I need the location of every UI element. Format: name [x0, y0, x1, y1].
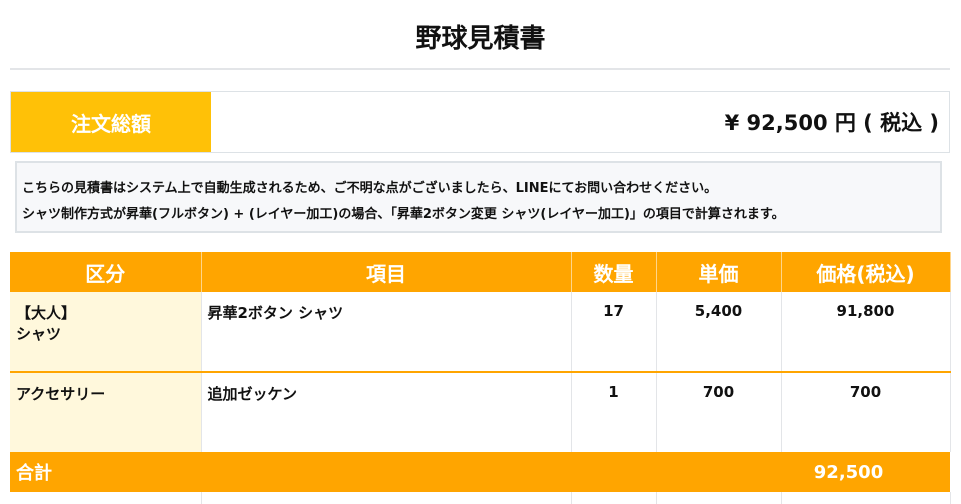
order-total-value: ¥ 92,500 円 ( 税込 ): [724, 111, 939, 135]
table-header: 区分 項目 数量 単価 価格(税込): [10, 252, 951, 292]
order-total-label: 注文総額: [11, 92, 211, 152]
row-unit-price: 5,400: [656, 292, 782, 373]
page-title: 野球見積書: [415, 24, 546, 54]
notice-box: こちらの見積書はシステム上で自動生成されるため、ご不明な点がございましたら、LI…: [15, 161, 942, 233]
sum-label: 合計: [10, 452, 781, 492]
notice-line: こちらの見積書はシステム上で自動生成されるため、ご不明な点がございましたら、LI…: [22, 181, 718, 196]
row-price: 91,800: [781, 292, 951, 373]
header-unit-price: 単価: [656, 252, 782, 292]
header-category: 区分: [10, 252, 202, 292]
header-item: 項目: [201, 252, 572, 292]
row-category: 【大人】 シャツ: [10, 292, 202, 373]
row-qty: 17: [571, 292, 657, 373]
notice-line: シャツ制作方式が昇華(フルボタン) + (レイヤー加工)の場合、「昇華2ボタン変…: [22, 207, 785, 222]
sum-row: 合計 92,500: [10, 452, 950, 492]
row-qty: 1: [571, 372, 657, 452]
row-category: アクセサリー: [10, 372, 202, 452]
estimate-table: 区分 項目 数量 単価 価格(税込) 【大人】 シャツ 昇華2ボタン シャツ 1…: [10, 252, 951, 504]
row-item: 昇華2ボタン シャツ: [201, 292, 572, 373]
row-unit-price: 700: [656, 372, 782, 452]
header-qty: 数量: [571, 252, 657, 292]
row-price: 700: [781, 372, 951, 452]
order-total-box: 注文総額 ¥ 92,500 円 ( 税込 ): [10, 91, 950, 153]
divider: [10, 68, 950, 70]
header-price: 価格(税込): [781, 252, 951, 292]
table-row: 【大人】 シャツ 昇華2ボタン シャツ 17 5,400 91,800: [10, 292, 951, 373]
sum-value: 92,500: [781, 452, 950, 492]
empty-row: [10, 492, 951, 504]
row-item: 追加ゼッケン: [201, 372, 572, 452]
table-row: アクセサリー 追加ゼッケン 1 700 700: [10, 372, 951, 452]
